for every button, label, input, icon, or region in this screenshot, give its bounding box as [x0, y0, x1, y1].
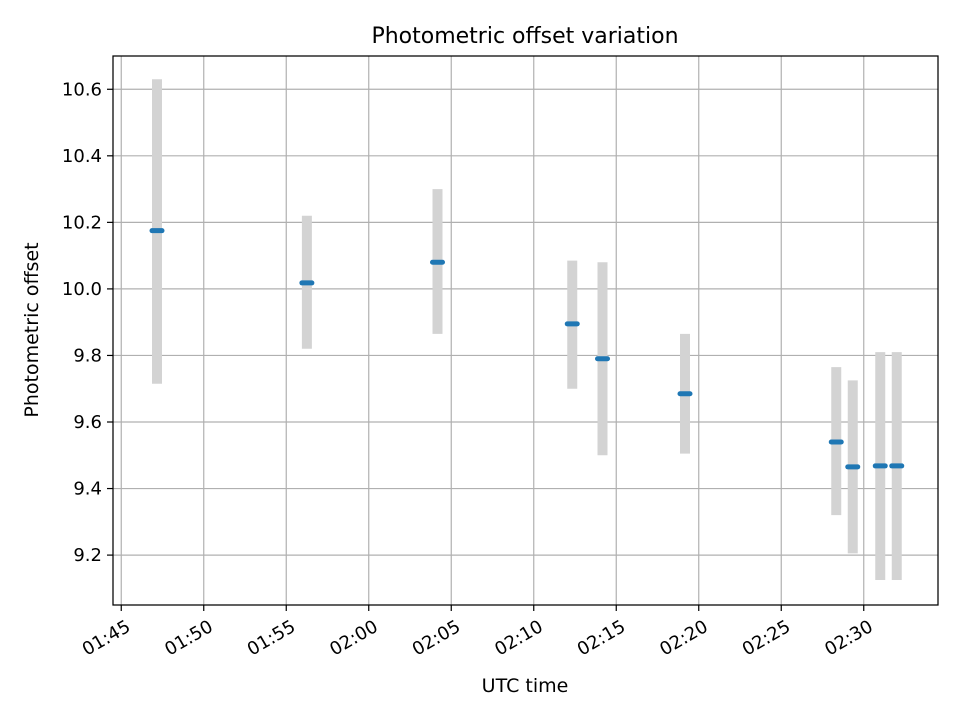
y-tick-label: 10.0: [62, 279, 102, 300]
chart-title: Photometric offset variation: [371, 24, 678, 49]
grid: [113, 56, 938, 605]
y-axis-label: Photometric offset: [21, 242, 43, 417]
x-axis-label: UTC time: [482, 675, 569, 697]
y-tick-label: 10.4: [62, 146, 102, 167]
y-tick-label: 9.8: [73, 345, 102, 366]
y-tick-label: 9.6: [73, 412, 102, 433]
y-tick-label: 9.2: [73, 545, 102, 566]
y-tick-label: 9.4: [73, 479, 102, 500]
y-axis-ticks: 9.2 9.4 9.6 9.8 10.0 10.2 10.4 10.6: [62, 79, 113, 566]
plot-frame: [112, 55, 939, 606]
data-points: [149, 228, 905, 470]
y-tick-label: 10.6: [62, 79, 102, 100]
y-tick-label: 10.2: [62, 212, 102, 233]
